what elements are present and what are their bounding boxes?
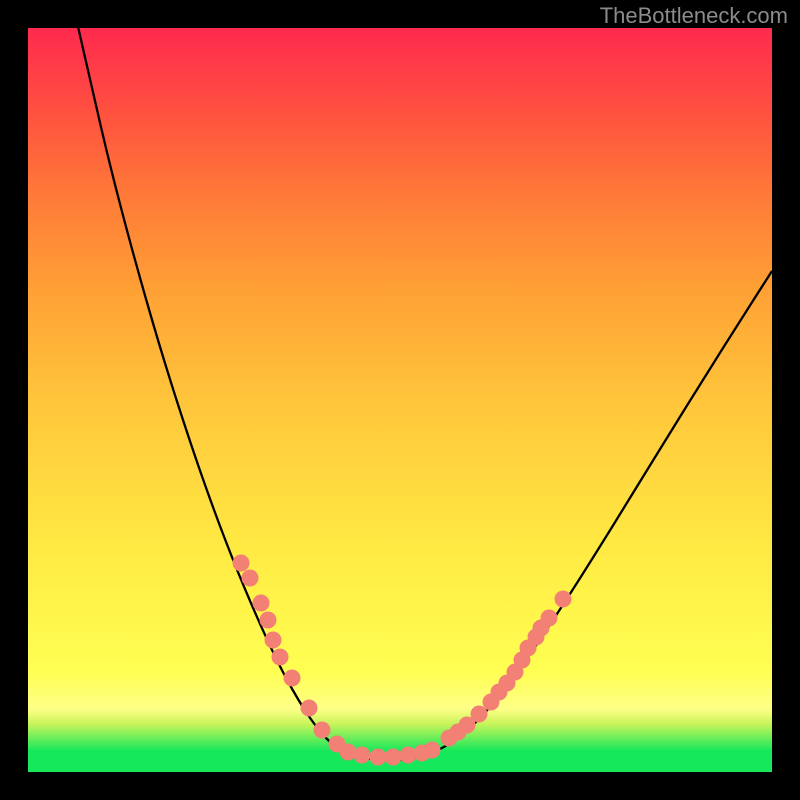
data-marker [265,632,282,649]
data-marker [260,612,277,629]
data-marker [555,591,572,608]
data-marker [314,722,331,739]
data-marker [385,749,402,766]
plot-area [28,28,772,772]
data-marker [233,555,250,572]
data-marker [340,744,357,761]
data-marker [253,595,270,612]
data-marker [424,742,441,759]
watermark-text: TheBottleneck.com [600,3,788,29]
bottleneck-curve [76,18,772,760]
chart-frame: TheBottleneck.com [0,0,800,800]
data-marker [272,649,289,666]
data-marker [370,749,387,766]
data-marker [354,747,371,764]
data-marker [541,610,558,627]
data-marker [242,570,259,587]
data-marker [301,700,318,717]
chart-svg [28,28,772,772]
data-marker [284,670,301,687]
data-marker [471,706,488,723]
